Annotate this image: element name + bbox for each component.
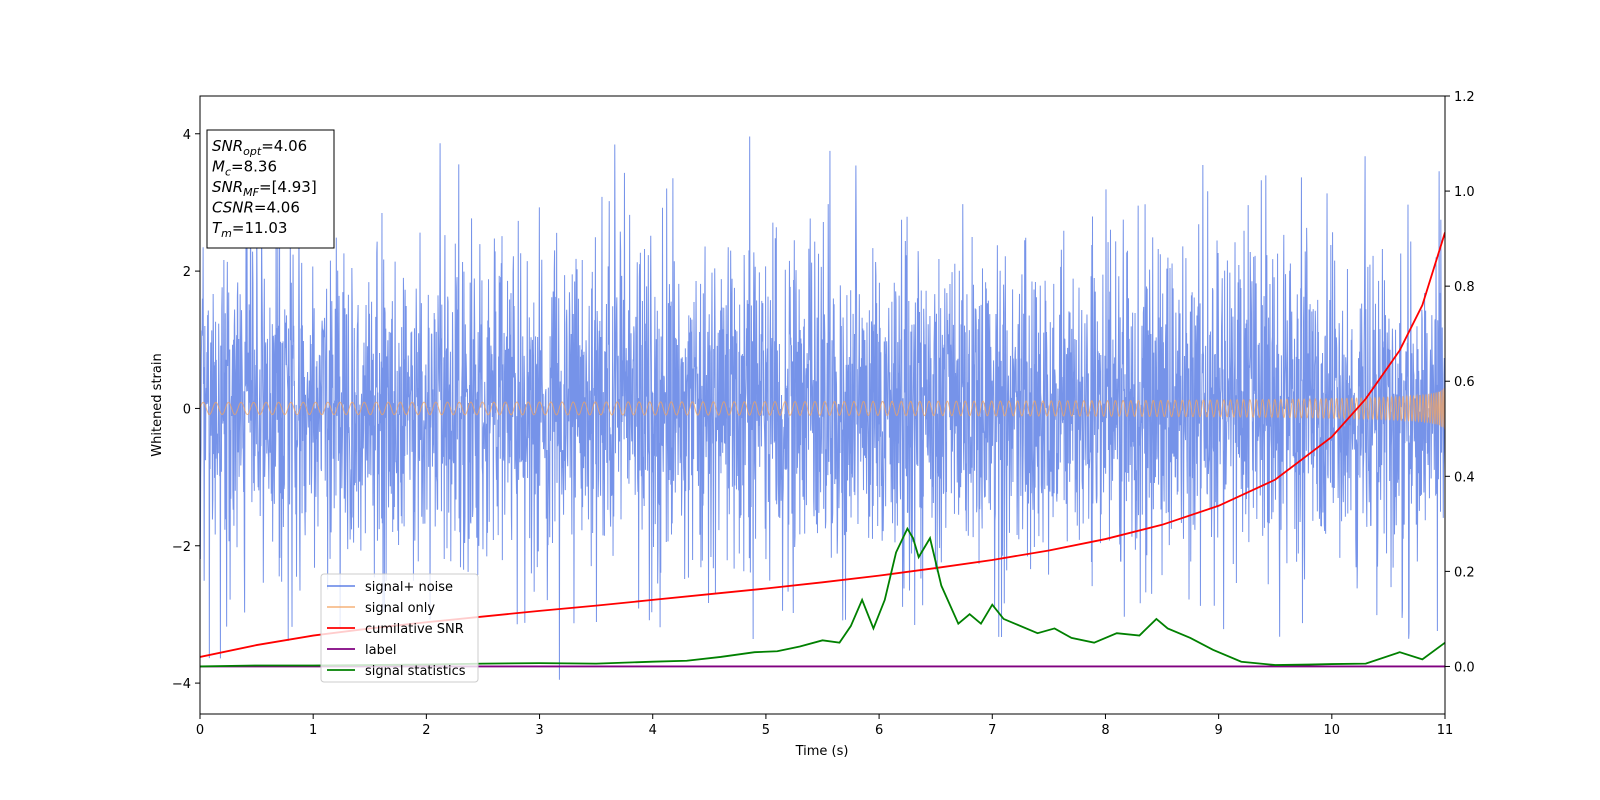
plot-frame [199,95,1446,715]
x-tick-label: 2 [422,723,430,738]
y-tick-label: −2 [172,540,191,555]
y-axis-right: 0.0 0.2 0.4 0.6 0.8 1.0 1.2 [1445,90,1475,675]
x-axis: 0 1 2 3 4 5 6 7 8 9 10 11 [196,714,1453,738]
x-tick-label: 1 [309,723,317,738]
annotation-symbol: SNR [212,137,243,155]
legend-entry: cumilative SNR [365,622,464,637]
y-right-tick-label: 1.0 [1454,185,1475,200]
annotation-symbol: CSNR [212,199,254,217]
y-tick-label: 2 [183,265,191,280]
y-right-tick-label: 0.2 [1454,565,1475,580]
annotation-value: =11.03 [232,219,288,237]
annotation-line: CSNR=4.06 [212,199,300,217]
y-axis-label: Whitened strain [150,353,165,456]
annotation-subscript: c [225,166,231,179]
x-tick-label: 6 [875,723,883,738]
annotation-line: SNRopt=4.06 [212,137,307,158]
legend-entry: signal+ noise [365,580,453,595]
legend: signal+ noise signal only cumilative SNR la… [320,573,479,683]
x-tick-label: 5 [762,723,770,738]
series-signal-statistics [200,526,1445,668]
y-right-tick-label: 0.8 [1454,280,1475,295]
y-tick-label: 0 [183,402,191,417]
y-right-tick-label: 0.6 [1454,375,1475,390]
x-tick-label: 9 [1214,723,1222,738]
x-tick-label: 8 [1101,723,1109,738]
legend-entry: signal statistics [365,664,466,679]
x-tick-label: 4 [649,723,657,738]
y-tick-label: 4 [183,128,191,143]
annotation-symbol: SNR [212,178,243,196]
annotation-line: Mc=8.36 [212,158,277,179]
annotation-symbol: T [212,219,223,237]
annotation-value: =[4.93] [259,178,317,196]
legend-entry: label [365,643,396,658]
annotation-frame [206,129,335,249]
x-tick-label: 11 [1437,723,1454,738]
legend-frame [320,573,479,683]
x-tick-label: 0 [196,723,204,738]
annotation-subscript: m [221,227,232,240]
y-axis-left: −4 −2 0 2 4 [172,128,200,692]
annotation-symbol: M [212,158,225,176]
x-tick-label: 3 [535,723,543,738]
annotation-subscript: MF [243,186,259,199]
annotation-value: =4.06 [261,137,307,155]
y-right-tick-label: 0.4 [1454,470,1475,485]
series-signal-only [200,388,1445,430]
annotation-subscript: opt [243,145,262,158]
annotation-box: SNRopt=4.06Mc=8.36SNRMF=[4.93]CSNR=4.06T… [206,129,335,249]
y-tick-label: −4 [172,677,191,692]
annotation-line: Tm=11.03 [212,219,287,240]
annotation-value: =4.06 [254,199,300,217]
x-axis-label: Time (s) [795,744,849,759]
y-right-tick-label: 0.0 [1454,660,1475,675]
annotation-line: SNRMF=[4.93] [212,178,317,199]
x-tick-label: 10 [1324,723,1341,738]
annotation-value: =8.36 [231,158,277,176]
series-signal-noise [200,136,1445,680]
y-right-tick-label: 1.2 [1454,90,1475,105]
legend-entry: signal only [365,601,435,616]
x-tick-label: 7 [988,723,996,738]
